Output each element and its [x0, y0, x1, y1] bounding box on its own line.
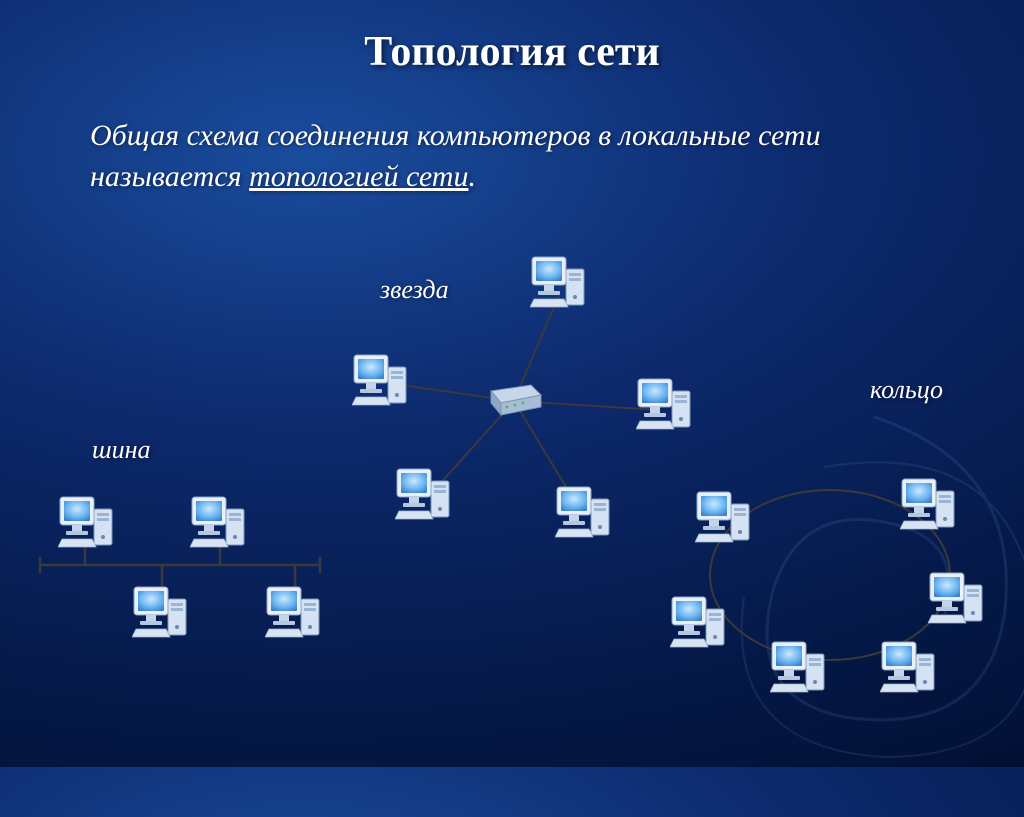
subtitle-underlined: топологией сети	[249, 160, 468, 193]
ring-label: кольцо	[870, 375, 943, 405]
computer-icon	[132, 585, 190, 639]
computer-icon	[352, 353, 410, 407]
computer-icon	[900, 477, 958, 531]
computer-icon	[880, 640, 938, 694]
computer-icon	[636, 377, 694, 431]
computer-icon	[395, 467, 453, 521]
bus-lines	[0, 245, 1024, 765]
computer-icon	[530, 255, 588, 309]
ring-lines	[0, 245, 1024, 765]
computer-icon	[265, 585, 323, 639]
subtitle-period: .	[468, 160, 476, 193]
computer-icon	[555, 485, 613, 539]
computer-icon	[770, 640, 828, 694]
star-lines	[0, 245, 1024, 765]
computer-icon	[928, 571, 986, 625]
computer-icon	[58, 495, 116, 549]
computer-icon	[190, 495, 248, 549]
slide-title: Топология сети	[0, 0, 1024, 76]
computer-icon	[695, 490, 753, 544]
star-label: звезда	[380, 275, 449, 305]
computer-icon	[670, 595, 728, 649]
diagram-area: звезда шина кольцо	[0, 245, 1024, 765]
bus-label: шина	[92, 435, 151, 465]
star-hub	[485, 383, 543, 419]
slide-subtitle: Общая схема соединения компьютеров в лок…	[0, 76, 1024, 197]
